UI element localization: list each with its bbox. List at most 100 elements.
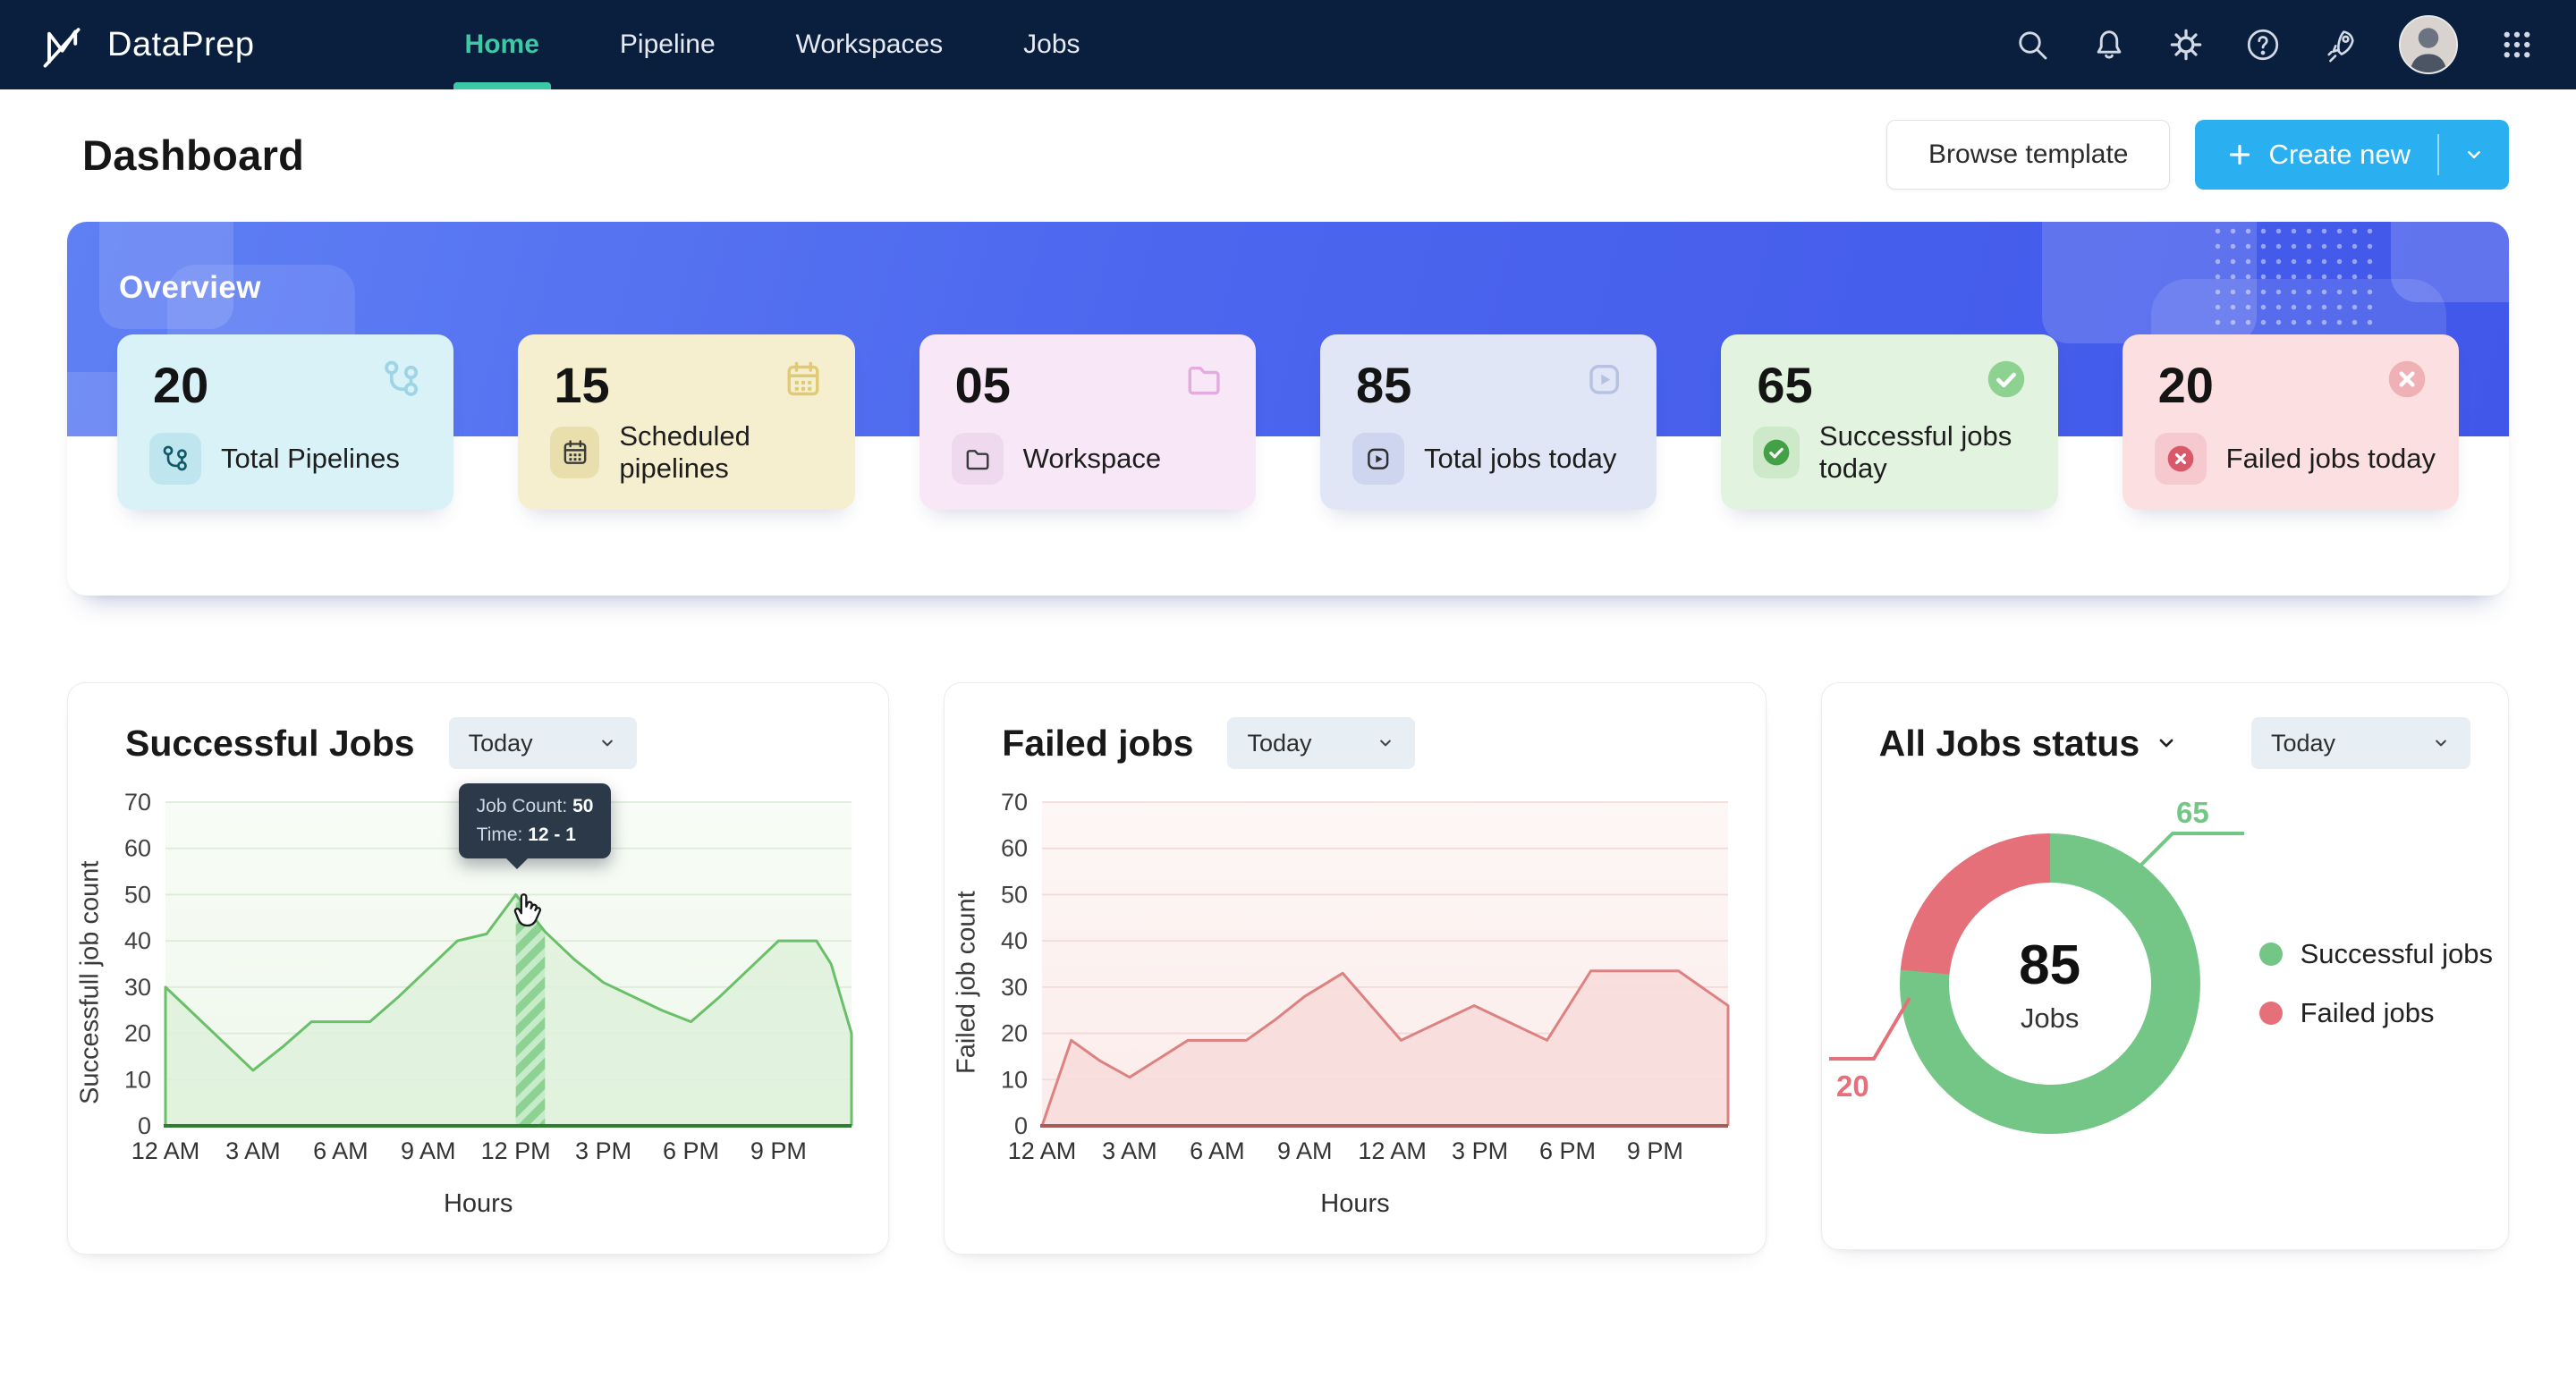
failed-jobs-range-dropdown[interactable]: Today: [1227, 717, 1416, 769]
nav-links: Home Pipeline Workspaces Jobs: [425, 0, 1121, 89]
stat-label: Failed jobs today: [2225, 443, 2436, 474]
stat-card-successful-jobs-today[interactable]: 65 Successful jobs today: [1721, 334, 2058, 510]
calendar-icon: [782, 358, 825, 401]
help-icon[interactable]: [2245, 27, 2281, 63]
hand-cursor-icon: [513, 893, 541, 927]
folder-icon: [1182, 358, 1225, 401]
legend-item-successful-jobs: Successful jobs: [2258, 938, 2493, 970]
overview-section: Overview 20 Total Pipelines 15 Scheduled pi…: [67, 222, 2509, 596]
brand[interactable]: DataPrep: [41, 21, 255, 69]
successful-slice-value: 65: [2176, 796, 2209, 829]
stat-card-workspace[interactable]: 05 Workspace: [919, 334, 1256, 510]
browse-template-button[interactable]: Browse template: [1886, 120, 2171, 190]
all-jobs-range-dropdown[interactable]: Today: [2251, 717, 2470, 769]
svg-text:30: 30: [1001, 974, 1028, 1001]
user-avatar[interactable]: [2399, 15, 2458, 74]
banner-decoration: [99, 222, 233, 329]
stat-label: Scheduled pipelines: [619, 420, 750, 484]
nav-item-workspaces[interactable]: Workspaces: [795, 30, 944, 59]
stat-card-scheduled-pipelines[interactable]: 15 Scheduled pipelines: [518, 334, 855, 510]
svg-text:70: 70: [124, 790, 151, 816]
svg-text:6 PM: 6 PM: [663, 1137, 719, 1164]
page-header: Dashboard Browse template Create new: [82, 120, 2509, 190]
svg-text:40: 40: [124, 927, 151, 954]
chart-tooltip: Job Count: 50 Time: 12 - 1: [458, 783, 612, 870]
chart-title: All Jobs status: [1879, 723, 2180, 765]
svg-text:9 AM: 9 AM: [401, 1137, 456, 1164]
donut-center: 85 Jobs: [1948, 883, 2151, 1085]
svg-text:40: 40: [1001, 927, 1028, 954]
svg-text:60: 60: [1001, 835, 1028, 862]
create-new-split-button[interactable]: Create new: [2195, 120, 2509, 190]
svg-text:3 AM: 3 AM: [225, 1137, 281, 1164]
banner-decoration: [2391, 222, 2509, 302]
banner-decoration: [2042, 222, 2257, 343]
nav-item-jobs[interactable]: Jobs: [1023, 30, 1080, 59]
folder-icon-badge: [951, 433, 1004, 485]
stat-card-total-pipelines[interactable]: 20 Total Pipelines: [117, 334, 454, 510]
donut-chart[interactable]: 85 Jobs: [1899, 833, 2200, 1134]
check-circle-icon: [1985, 358, 2028, 401]
stat-label: Total jobs today: [1423, 443, 1617, 474]
x-axis-label: Hours: [443, 1189, 513, 1218]
search-icon[interactable]: [2014, 27, 2050, 63]
svg-text:12 PM: 12 PM: [481, 1137, 551, 1164]
svg-text:20: 20: [124, 1020, 151, 1047]
tooltip-caret: [504, 858, 529, 870]
svg-text:12 AM: 12 AM: [1359, 1137, 1428, 1164]
svg-text:10: 10: [1001, 1066, 1028, 1093]
stat-value: 15: [554, 357, 610, 413]
svg-text:30: 30: [124, 974, 151, 1001]
x-circle-icon-badge: [2154, 433, 2207, 485]
successful-jobs-range-dropdown[interactable]: Today: [448, 717, 637, 769]
stat-card-failed-jobs-today[interactable]: 20 Failed jobs today: [2122, 334, 2459, 510]
svg-text:0: 0: [1014, 1112, 1028, 1139]
stat-value: 20: [153, 357, 209, 413]
failed-jobs-area-chart[interactable]: 0 10 20 30 40 50 60 70 12 AM 3 AM 6 AM 9 AM 12 AM 3 P…: [971, 790, 1758, 1175]
nav-actions: [2014, 15, 2535, 74]
stat-card-total-jobs-today[interactable]: 85 Total jobs today: [1319, 334, 1657, 510]
create-new-button[interactable]: Create new: [2195, 120, 2437, 190]
brand-name: DataPrep: [107, 25, 255, 63]
check-circle-icon-badge: [1753, 427, 1800, 478]
stat-value: 65: [1757, 357, 1813, 413]
svg-text:50: 50: [1001, 881, 1028, 908]
notifications-bell-icon[interactable]: [2091, 27, 2127, 63]
failed-slice-value: 20: [1836, 1070, 1869, 1103]
chevron-down-icon: [2462, 143, 2486, 166]
donut-total-value: 85: [2019, 934, 2081, 996]
nav-item-pipeline[interactable]: Pipeline: [619, 30, 716, 59]
svg-text:6 AM: 6 AM: [313, 1137, 369, 1164]
legend-item-failed-jobs: Failed jobs: [2258, 997, 2493, 1029]
chart-title: Failed jobs: [1002, 722, 1194, 764]
settings-gear-icon[interactable]: [2168, 27, 2204, 63]
svg-text:12 AM: 12 AM: [131, 1137, 200, 1164]
chevron-down-icon: [597, 733, 617, 753]
nav-item-home[interactable]: Home: [425, 0, 580, 89]
legend-label: Failed jobs: [2300, 997, 2435, 1028]
page-title: Dashboard: [82, 131, 305, 179]
pipeline-icon-badge: [149, 433, 201, 485]
donut-legend: Successful jobs Failed jobs: [2258, 938, 2493, 1056]
svg-text:3 AM: 3 AM: [1102, 1137, 1157, 1164]
stat-value: 85: [1355, 357, 1412, 413]
chevron-down-icon[interactable]: [2154, 731, 2179, 756]
svg-text:70: 70: [1001, 790, 1028, 816]
create-new-dropdown-button[interactable]: [2439, 120, 2509, 190]
calendar-icon-badge: [550, 427, 600, 478]
svg-text:12 AM: 12 AM: [1008, 1137, 1077, 1164]
chevron-down-icon: [2431, 733, 2451, 753]
plus-icon: [2225, 140, 2254, 169]
header-buttons: Browse template Create new: [1886, 120, 2509, 190]
create-new-label: Create new: [2268, 139, 2411, 170]
apps-grid-icon[interactable]: [2499, 27, 2535, 63]
rocket-icon[interactable]: [2322, 27, 2358, 63]
stat-value: 20: [2157, 357, 2214, 413]
play-icon-badge: [1352, 433, 1404, 485]
stat-label: Successful jobs today: [1818, 420, 2012, 484]
legend-dot: [2258, 1002, 2283, 1025]
all-jobs-status-card: All Jobs status Today 85 Jobs 65 20 Succ…: [1820, 682, 2509, 1250]
play-icon: [1583, 358, 1626, 401]
legend-label: Successful jobs: [2300, 938, 2493, 969]
svg-text:6 AM: 6 AM: [1190, 1137, 1245, 1164]
